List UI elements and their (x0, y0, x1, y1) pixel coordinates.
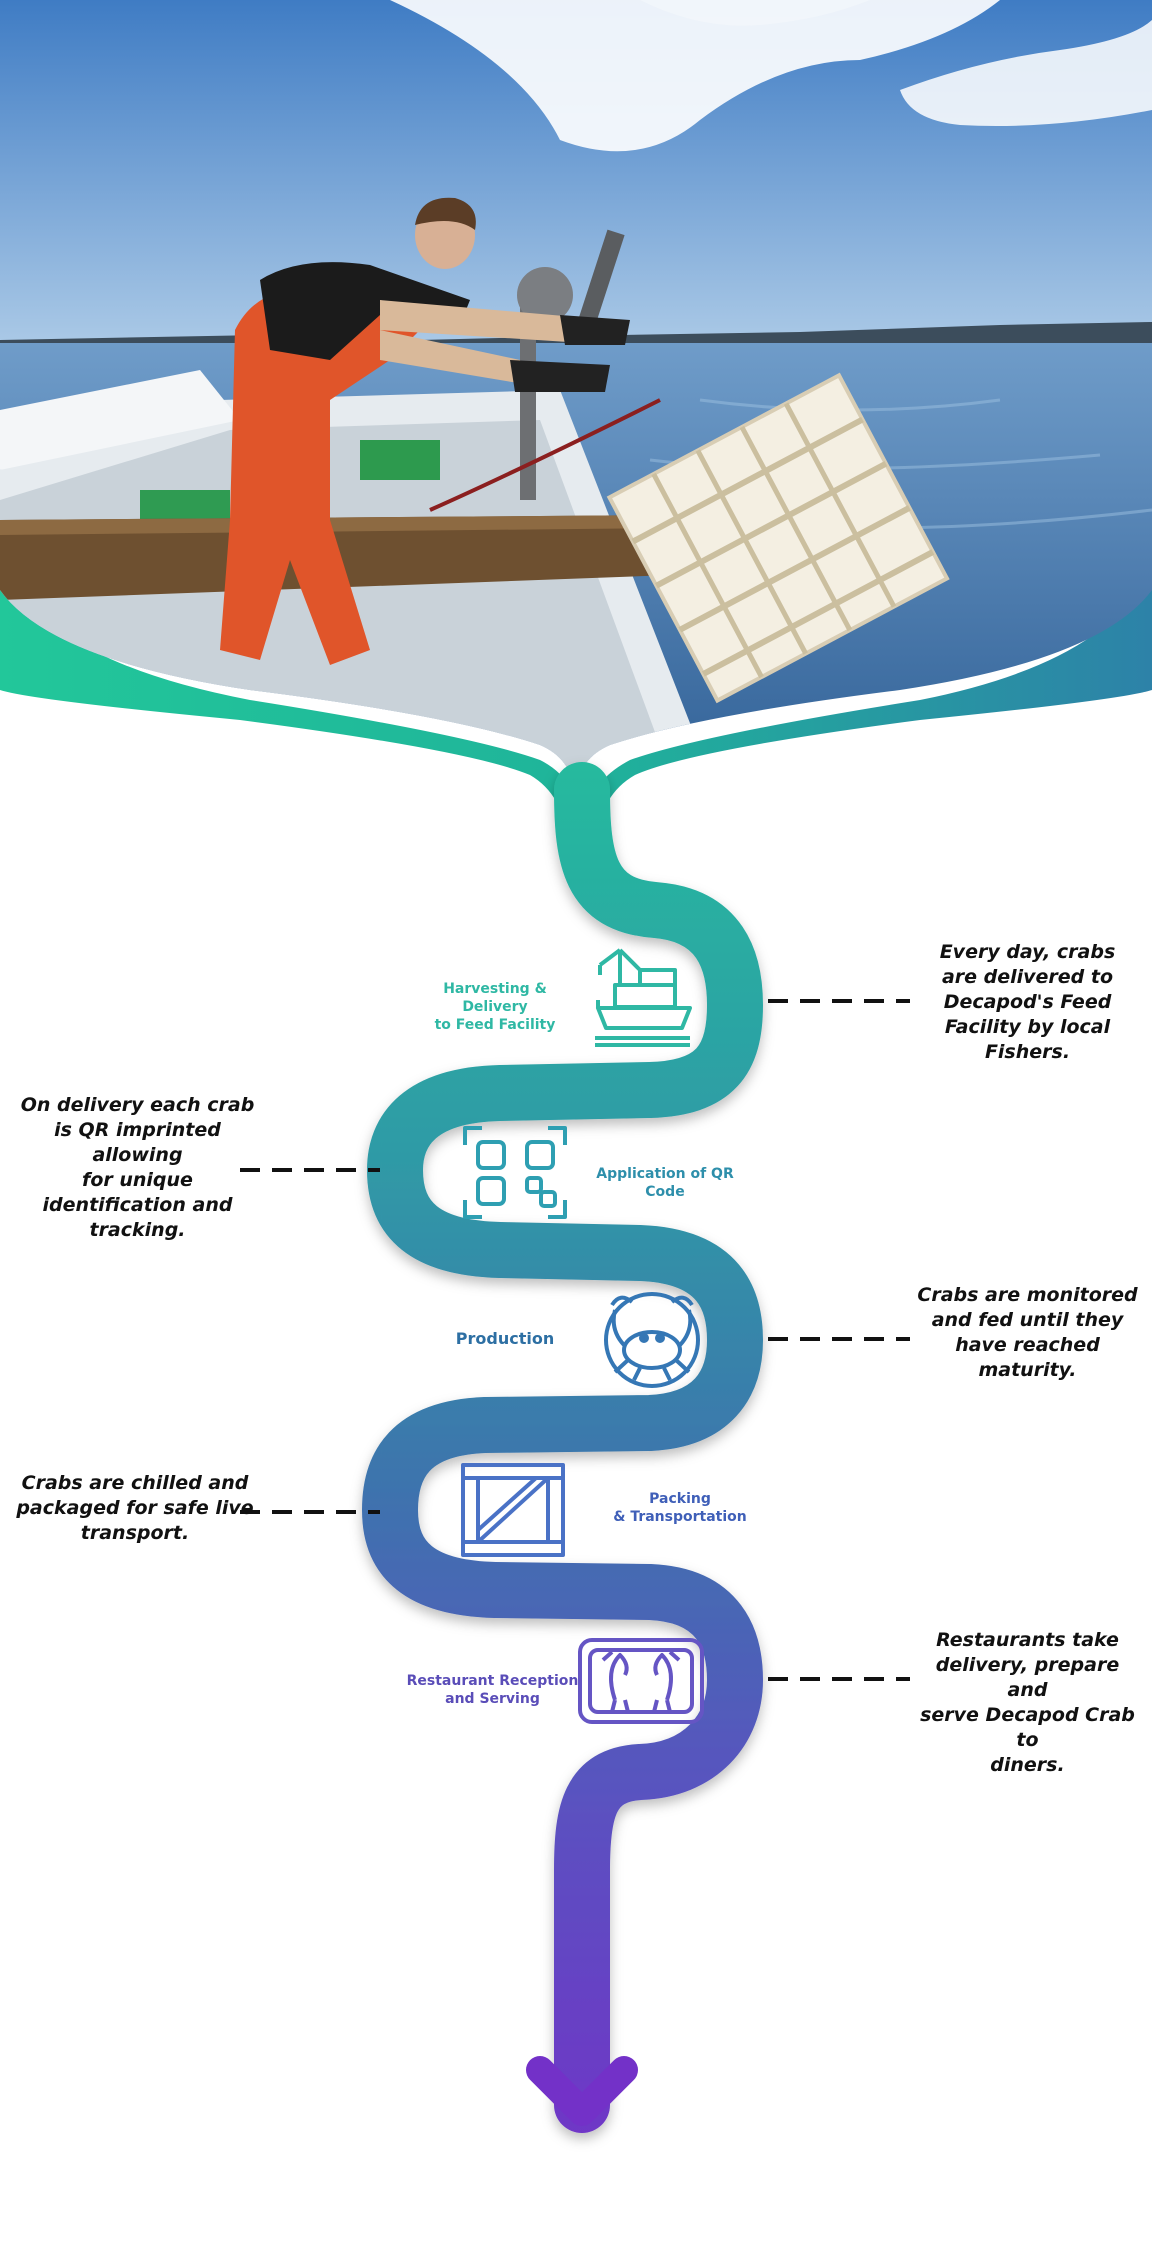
arrow-head (526, 2056, 638, 2126)
step-description-packing: Crabs are chilled and packaged for safe … (16, 1472, 254, 1544)
step-description-restaurant: Restaurants take delivery, prepare and s… (920, 1629, 1135, 1776)
step-label-text: Production (455, 1329, 555, 1348)
crab-icon (604, 1292, 700, 1388)
step-label-text: Application of QR Code (596, 1166, 734, 1200)
qr-code-icon (463, 1126, 567, 1219)
step-label-text: Packing & Transportation (613, 1491, 747, 1525)
fishing-boat-icon (595, 948, 692, 1047)
step-label-packing: Packing & Transportation (600, 1490, 760, 1526)
step-label-restaurant: Restaurant Reception and Serving (405, 1672, 580, 1708)
step-description-production: Crabs are monitored and fed until they h… (917, 1284, 1138, 1381)
serving-tray-icon (578, 1638, 704, 1724)
step-label-production: Production (440, 1330, 570, 1348)
step-label-text: Harvesting & Delivery to Feed Facility (434, 981, 556, 1033)
hero-photo (0, 0, 1152, 800)
step-description-harvesting: Every day, crabs are delivered to Decapo… (939, 941, 1116, 1063)
step-label-harvesting: Harvesting & Delivery to Feed Facility (410, 980, 580, 1034)
crate-icon (461, 1463, 565, 1557)
step-description-qr: On delivery each crab is QR imprinted al… (20, 1094, 255, 1241)
step-label-text: Restaurant Reception and Serving (406, 1673, 579, 1707)
process-road (362, 762, 763, 2133)
step-label-qr: Application of QR Code (580, 1165, 750, 1201)
hero-frame (0, 560, 1152, 840)
